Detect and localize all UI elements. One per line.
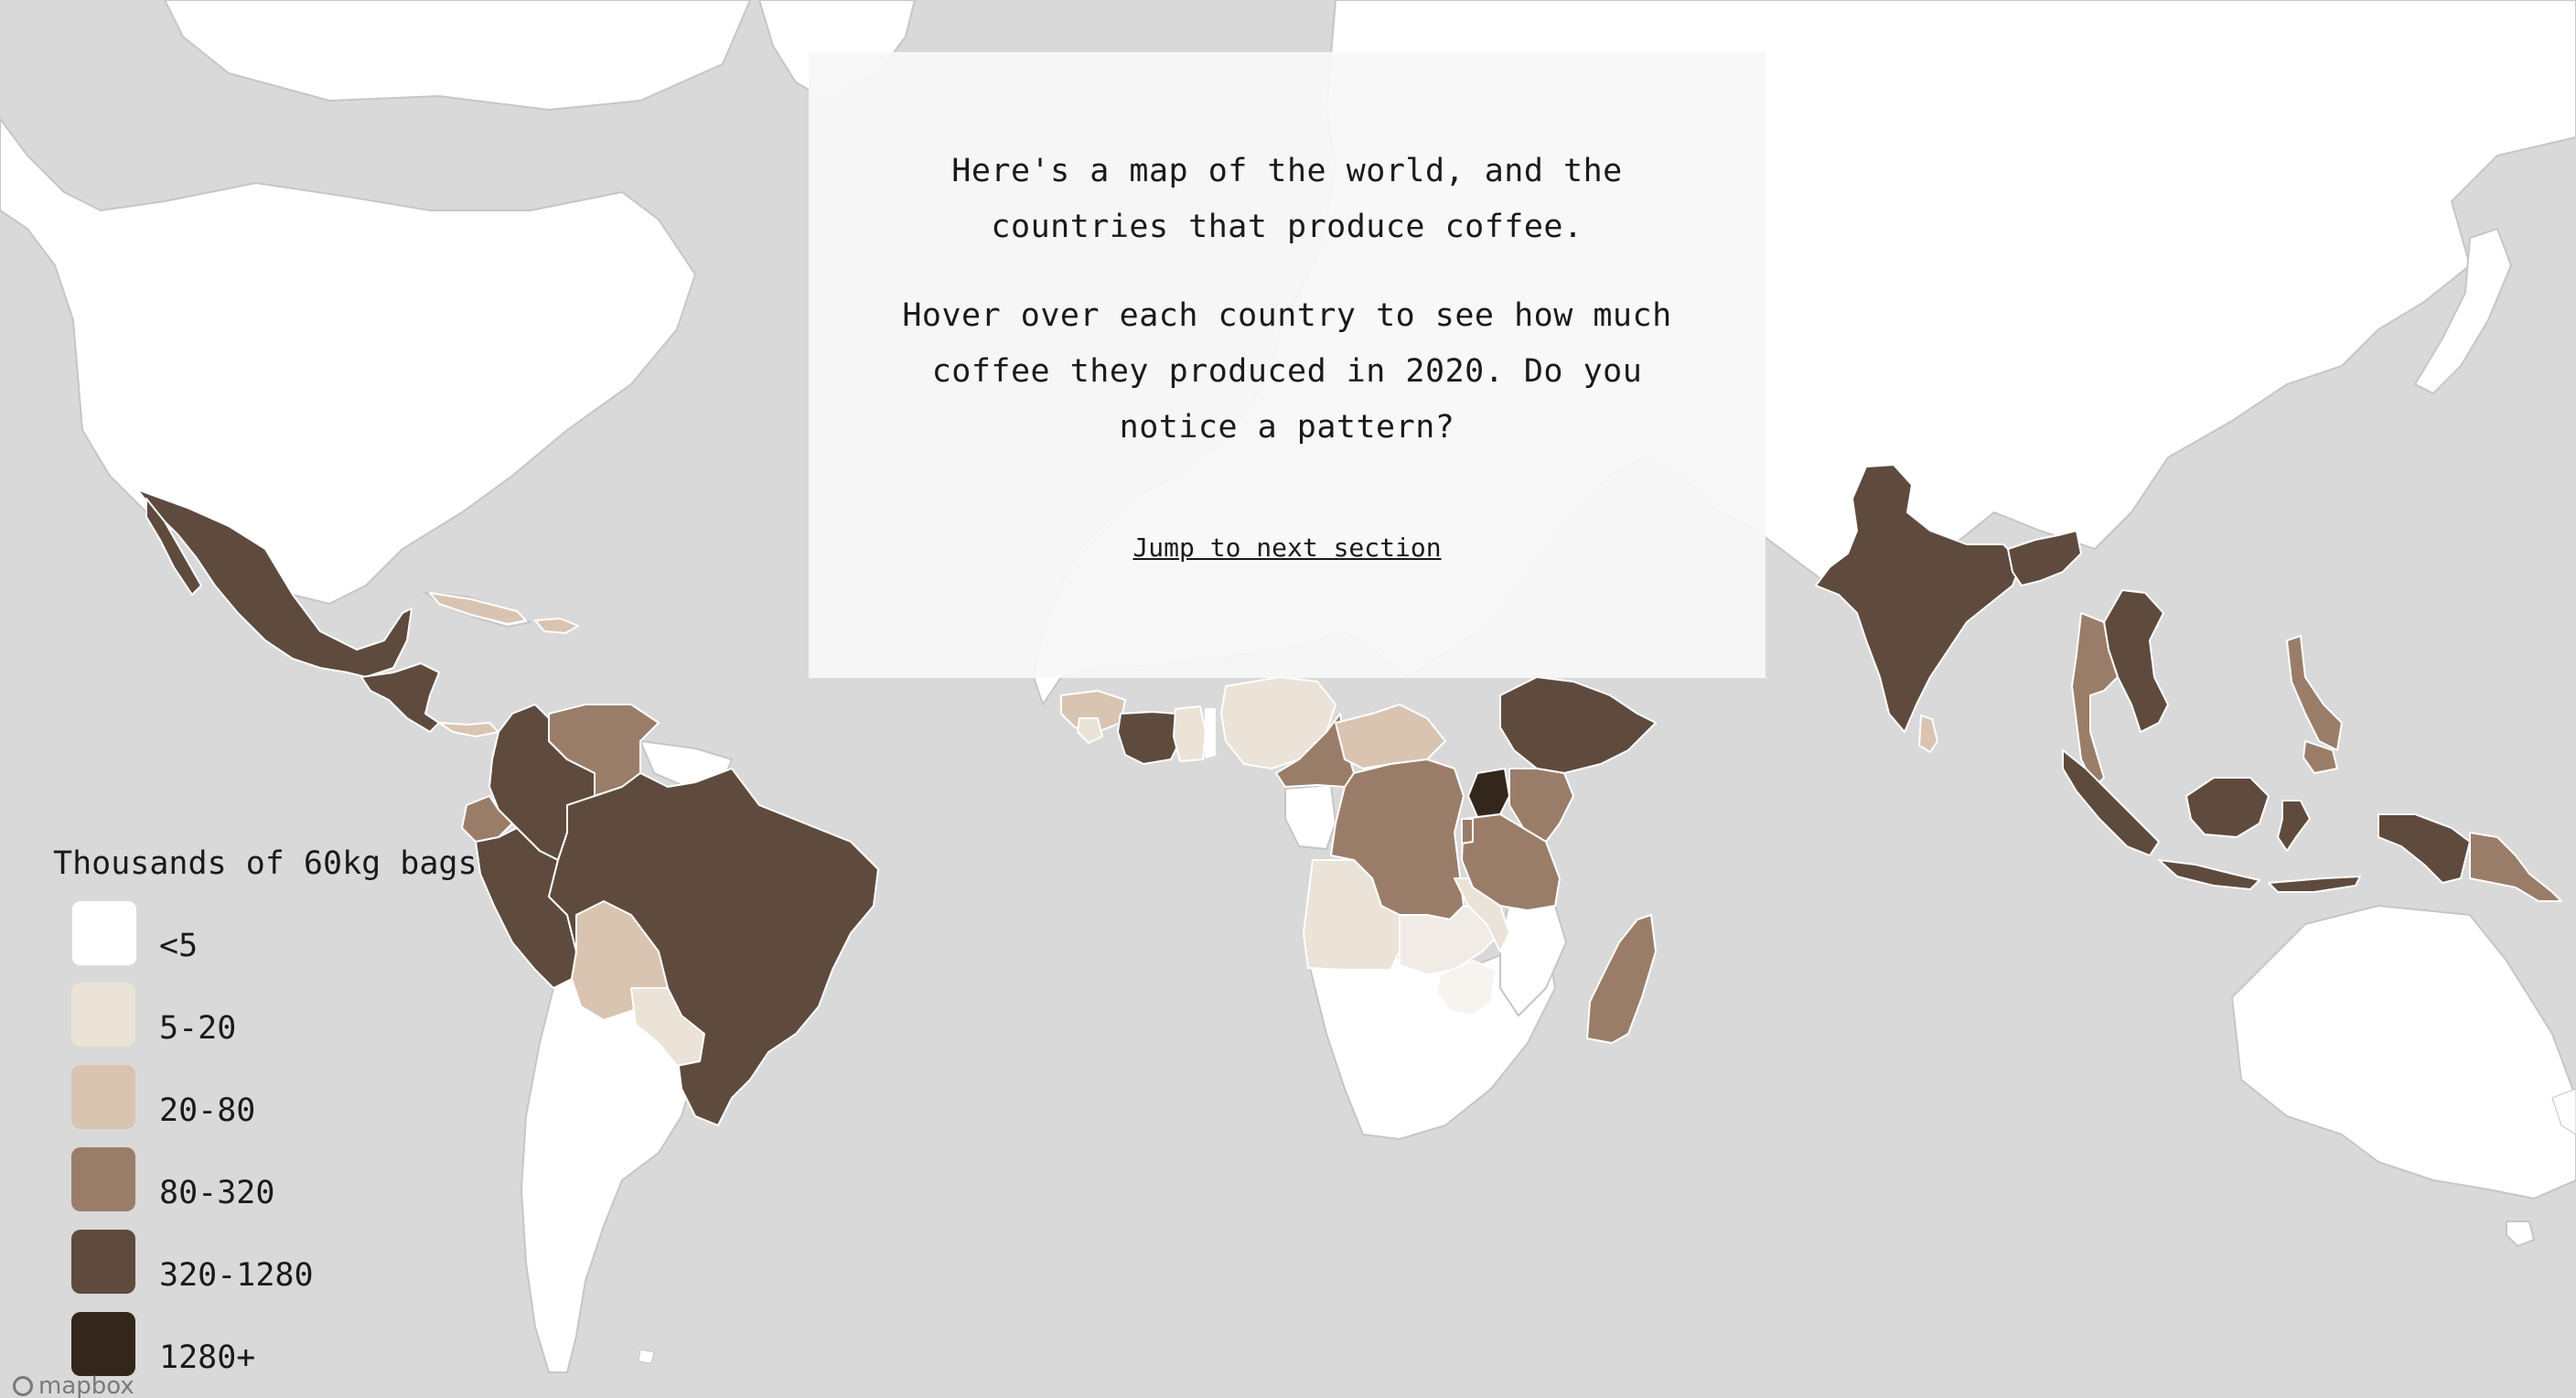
country-ne-india[interactable]	[2007, 530, 2082, 586]
country-ecuador[interactable]	[461, 795, 513, 843]
country-mexico[interactable]	[136, 489, 413, 678]
country-cote-divoire[interactable]	[1117, 711, 1181, 765]
country-india[interactable]	[1815, 464, 2023, 733]
legend-swatch	[71, 983, 135, 1047]
australia	[2230, 904, 2576, 1200]
country-philippines-south[interactable]	[2302, 740, 2338, 774]
legend-swatch	[71, 900, 137, 966]
legend-item: 1280+	[53, 1312, 478, 1394]
legend-swatch	[71, 1230, 135, 1294]
country-indonesia-java[interactable]	[2158, 859, 2260, 890]
mapbox-attribution[interactable]: mapbox	[13, 1374, 134, 1398]
country-indonesia-sumatra[interactable]	[2062, 749, 2160, 856]
country-sri-lanka[interactable]	[1918, 715, 1938, 753]
country-haiti-dr[interactable]	[534, 618, 579, 634]
country-central-america[interactable]	[360, 662, 440, 733]
country-ethiopia[interactable]	[1499, 676, 1657, 774]
country-indonesia-papua[interactable]	[2377, 813, 2471, 884]
legend-label: 80-320	[159, 1175, 275, 1211]
legend-item: 20-80	[53, 1065, 478, 1147]
country-mexico-baja[interactable]	[145, 498, 202, 596]
country-indonesia-sulawesi[interactable]	[2277, 800, 2311, 852]
country-philippines[interactable]	[2286, 635, 2343, 751]
legend-label: 320-1280	[159, 1257, 314, 1294]
country-madagascar[interactable]	[1586, 914, 1657, 1044]
country-kenya[interactable]	[1508, 768, 1574, 843]
country-rwanda-burundi[interactable]	[1461, 818, 1474, 844]
country-angola[interactable]	[1303, 859, 1401, 971]
japan	[2413, 227, 2513, 395]
tasmania	[2506, 1221, 2536, 1248]
country-tanzania[interactable]	[1461, 813, 1561, 911]
mapbox-logo-icon	[13, 1376, 33, 1396]
legend-item: <5	[53, 900, 478, 983]
legend-swatch	[71, 1312, 135, 1376]
legend-item: 320-1280	[53, 1230, 478, 1312]
island-nz	[2551, 1088, 2576, 1135]
legend-label: 1280+	[159, 1339, 256, 1376]
jump-to-next-section-link[interactable]: Jump to next section	[1132, 532, 1442, 563]
country-thailand[interactable]	[2071, 612, 2119, 788]
intro-panel: Here's a map of the world, and the count…	[809, 52, 1766, 678]
legend-label: <5	[159, 928, 199, 964]
north-america	[0, 117, 697, 606]
legend-swatch	[71, 1147, 135, 1211]
legend-item: 80-320	[53, 1147, 478, 1230]
country-ghana[interactable]	[1173, 705, 1207, 762]
country-guinea[interactable]	[1060, 690, 1126, 733]
country-car[interactable]	[1335, 704, 1446, 769]
legend-swatch	[71, 1065, 135, 1129]
map-legend: Thousands of 60kg bags <5 5-20 20-80 80-…	[53, 845, 478, 1394]
legend-title: Thousands of 60kg bags	[53, 845, 478, 882]
legend-item: 5-20	[53, 983, 478, 1065]
arctic-islands	[163, 0, 752, 112]
intro-text-2: Hover over each country to see how much …	[902, 297, 1672, 446]
country-togo[interactable]	[1205, 708, 1216, 758]
country-caribbean[interactable]	[429, 592, 527, 625]
legend-label: 5-20	[159, 1010, 237, 1047]
legend-label: 20-80	[159, 1092, 256, 1129]
country-zimbabwe[interactable]	[1435, 960, 1497, 1016]
island-hawaii	[638, 1349, 655, 1364]
country-png[interactable]	[2469, 832, 2562, 902]
attribution-text: mapbox	[38, 1374, 134, 1398]
country-sierra-leone[interactable]	[1077, 717, 1103, 744]
coffee-countries	[136, 464, 2562, 1126]
country-indonesia-borneo[interactable]	[2185, 777, 2270, 838]
country-paraguay[interactable]	[630, 987, 705, 1067]
country-indonesia-east[interactable]	[2268, 876, 2361, 893]
small-islands	[638, 1088, 2576, 1364]
intro-text-1: Here's a map of the world, and the count…	[951, 153, 1623, 245]
